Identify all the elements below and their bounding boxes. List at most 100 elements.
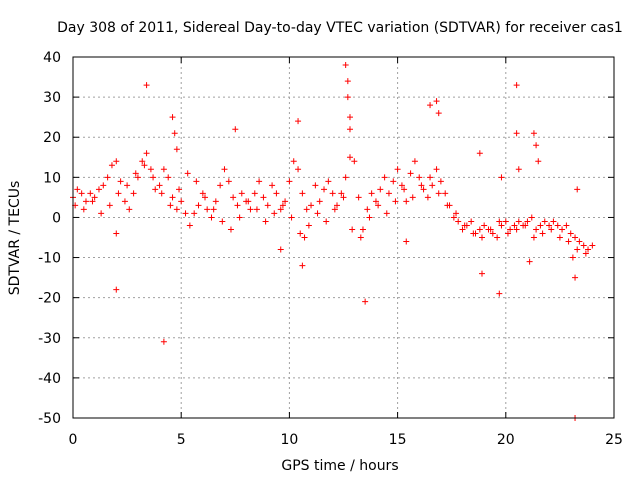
data-point xyxy=(277,206,284,213)
data-point xyxy=(173,206,180,213)
data-point xyxy=(305,222,312,229)
data-point xyxy=(340,194,347,201)
data-point xyxy=(346,114,353,121)
data-point xyxy=(279,202,286,209)
data-point xyxy=(563,222,570,229)
data-point xyxy=(217,182,224,189)
data-point xyxy=(409,194,416,201)
data-point xyxy=(572,234,579,241)
data-point xyxy=(507,226,514,233)
data-point xyxy=(537,222,544,229)
data-point xyxy=(295,166,302,173)
x-tick-label: 25 xyxy=(605,432,623,448)
data-point xyxy=(416,174,423,181)
data-point xyxy=(212,198,219,205)
data-point xyxy=(273,190,280,197)
data-point xyxy=(338,190,345,197)
data-point xyxy=(444,202,451,209)
data-point xyxy=(247,206,254,213)
data-point xyxy=(407,170,414,177)
data-point xyxy=(366,214,373,221)
data-point xyxy=(295,118,302,125)
data-point xyxy=(362,298,369,305)
data-point xyxy=(150,174,157,181)
data-point xyxy=(372,198,379,205)
data-point xyxy=(152,186,159,193)
y-tick-label: -10 xyxy=(38,251,61,267)
data-point xyxy=(394,166,401,173)
chart-title: Day 308 of 2011, Sidereal Day-to-day VTE… xyxy=(57,20,623,36)
data-series xyxy=(72,162,589,257)
data-point xyxy=(496,218,503,225)
data-point xyxy=(401,186,408,193)
data-point xyxy=(522,222,529,229)
data-point xyxy=(290,158,297,165)
data-point xyxy=(95,186,102,193)
data-point xyxy=(585,246,592,253)
data-point xyxy=(385,190,392,197)
data-point xyxy=(496,290,503,297)
data-point xyxy=(398,182,405,189)
data-point xyxy=(455,218,462,225)
data-point xyxy=(236,214,243,221)
x-axis-title: GPS time / hours xyxy=(281,458,398,474)
y-tick-label: -40 xyxy=(38,371,61,387)
data-point xyxy=(589,242,596,249)
data-point xyxy=(556,234,563,241)
data-point xyxy=(576,238,583,245)
data-point xyxy=(511,222,518,229)
data-point xyxy=(182,210,189,217)
data-point xyxy=(82,198,89,205)
data-point xyxy=(359,226,366,233)
data-point xyxy=(269,182,276,189)
data-point xyxy=(126,206,133,213)
data-point xyxy=(253,206,260,213)
data-point xyxy=(513,82,520,89)
y-tick-label: 10 xyxy=(43,170,61,186)
data-point xyxy=(411,158,418,165)
data-point xyxy=(297,230,304,237)
data-point xyxy=(143,82,150,89)
data-point xyxy=(498,174,505,181)
data-point xyxy=(171,130,178,137)
data-point xyxy=(470,230,477,237)
data-point xyxy=(124,182,131,189)
plot-frame xyxy=(72,56,615,419)
data-point xyxy=(554,222,561,229)
data-point xyxy=(420,186,427,193)
y-axis-title: SDTVAR / TECUs xyxy=(7,181,23,296)
data-point xyxy=(429,182,436,189)
data-point xyxy=(221,166,228,173)
data-point xyxy=(169,114,176,121)
data-point xyxy=(91,194,98,201)
data-point xyxy=(344,94,351,101)
data-point xyxy=(453,210,460,217)
data-point xyxy=(548,226,555,233)
data-point xyxy=(230,194,237,201)
data-point xyxy=(89,198,96,205)
y-tick-label: 20 xyxy=(43,130,61,146)
data-point xyxy=(178,198,185,205)
data-point xyxy=(459,226,466,233)
data-point xyxy=(403,238,410,245)
data-point xyxy=(533,226,540,233)
data-point xyxy=(504,230,511,237)
data-point xyxy=(468,218,475,225)
data-point xyxy=(476,150,483,157)
data-point xyxy=(139,158,146,165)
data-point xyxy=(450,214,457,221)
data-point xyxy=(256,178,263,185)
data-point xyxy=(323,218,330,225)
data-point xyxy=(87,190,94,197)
data-point xyxy=(191,210,198,217)
data-point xyxy=(528,214,535,221)
data-point xyxy=(351,158,358,165)
data-point xyxy=(559,226,566,233)
data-point xyxy=(513,226,520,233)
data-point xyxy=(308,202,315,209)
data-point xyxy=(134,174,141,181)
x-tick-label: 5 xyxy=(177,432,186,448)
data-point xyxy=(478,270,485,277)
